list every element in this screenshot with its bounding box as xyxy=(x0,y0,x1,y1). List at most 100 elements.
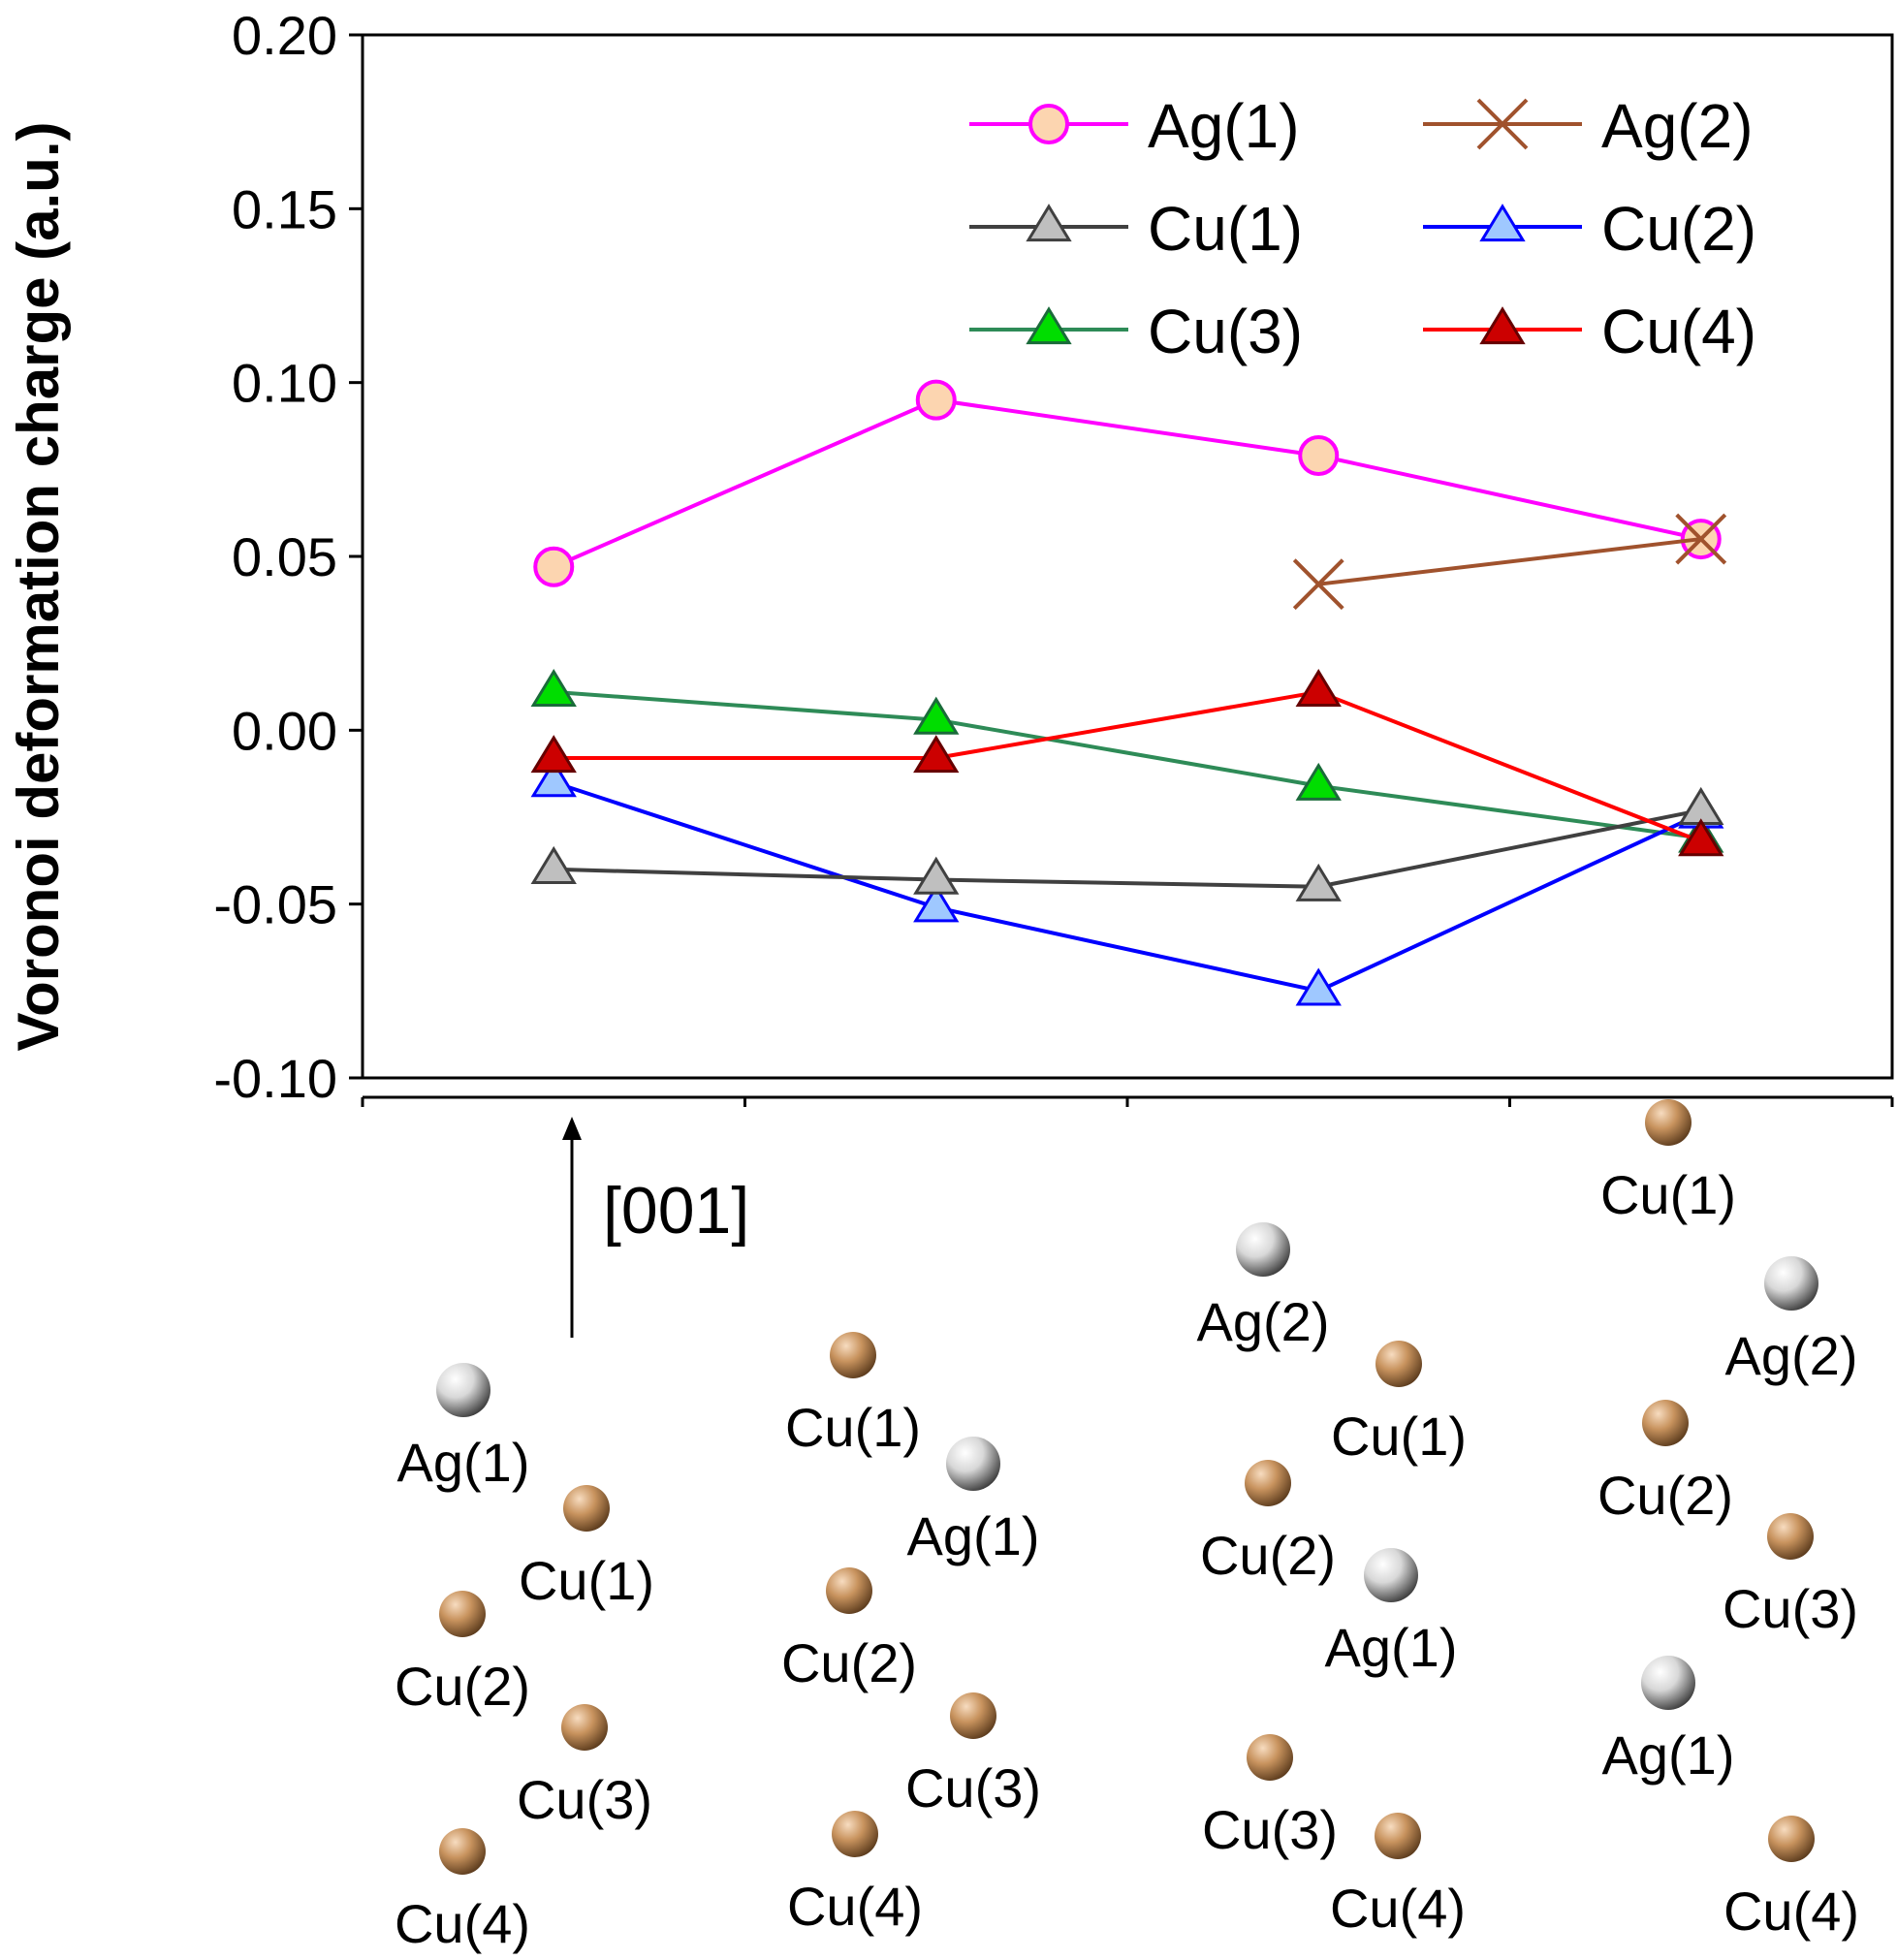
atom-label: Ag(2) xyxy=(1197,1291,1330,1352)
structure-3: Ag(2)Cu(1) Cu(2) Ag(1) Cu(3) Cu(4) xyxy=(1197,1222,1467,1939)
structure-1: Ag(1) Cu(1) Cu(2) Cu(3) Cu(4) xyxy=(395,1363,654,1954)
atom-ag1: Ag(1) xyxy=(1602,1656,1735,1786)
cu-atom-sphere xyxy=(1767,1513,1814,1560)
cu-atom-sphere xyxy=(832,1811,878,1857)
series-ag1 xyxy=(533,379,1722,587)
data-point-ag2-stroke xyxy=(1675,513,1727,565)
atom-cu2: Cu(2) xyxy=(1597,1400,1733,1526)
cu-atom-sphere xyxy=(1768,1816,1815,1862)
y-tick-label: 0.20 xyxy=(232,5,337,66)
atom-cu1: Cu(1) xyxy=(1600,1099,1736,1225)
y-tick-label: 0.00 xyxy=(232,700,337,761)
atom-label: Ag(1) xyxy=(907,1505,1040,1566)
series-line-ag2 xyxy=(1318,537,1701,586)
atom-cu2: Cu(2) xyxy=(395,1591,530,1717)
data-point-cu3 xyxy=(530,668,577,708)
legend-marker xyxy=(1026,204,1072,242)
legend-marker xyxy=(1028,104,1069,144)
atom-ag2: Ag(2) xyxy=(1197,1222,1330,1352)
direction-annotation: [001] xyxy=(562,1117,749,1338)
structure-2: Cu(1) Ag(1) Cu(2) Cu(3) Cu(4) xyxy=(781,1332,1041,1937)
atom-label: Cu(1) xyxy=(519,1550,654,1611)
legend: Ag(1) Ag(2) Cu(1) Cu(2) Cu(3) Cu(4) xyxy=(969,91,1756,366)
y-axis-label: Voronoi deformation charge (a.u.) xyxy=(6,122,71,1052)
data-point-cu1 xyxy=(1295,863,1342,901)
atom-label: Ag(1) xyxy=(1325,1617,1458,1678)
y-tick-label: 0.10 xyxy=(232,353,337,414)
legend-marker xyxy=(1479,204,1526,242)
atom-label: Cu(3) xyxy=(517,1769,652,1830)
atom-label: Cu(4) xyxy=(1723,1881,1859,1942)
atom-cu3: Cu(3) xyxy=(905,1692,1041,1818)
cu-atom-sphere xyxy=(439,1828,486,1875)
atom-cu4: Cu(4) xyxy=(1723,1816,1859,1942)
cu-atom-sphere xyxy=(1375,1341,1422,1387)
direction-label: [001] xyxy=(603,1174,749,1248)
data-point-ag2 xyxy=(1675,513,1727,565)
data-point-cu4 xyxy=(1295,668,1342,708)
legend-marker xyxy=(1479,306,1526,345)
plot-area xyxy=(361,33,1894,1080)
y-tick-label: 0.15 xyxy=(232,178,337,239)
atom-label: Cu(3) xyxy=(905,1757,1041,1818)
atom-label: Cu(2) xyxy=(781,1632,917,1693)
cu-atom-sphere xyxy=(826,1567,872,1614)
data-point-ag1 xyxy=(533,546,575,587)
atomic-structures: Ag(1) Cu(1) Cu(2) Cu(3) Cu(4) Cu(1) Ag(1) Cu(2)… xyxy=(395,1099,1859,1954)
atom-label: Cu(2) xyxy=(395,1656,530,1717)
atom-label: Ag(1) xyxy=(1602,1724,1735,1786)
ag-atom-sphere xyxy=(436,1363,490,1417)
atom-cu4: Cu(4) xyxy=(787,1811,923,1937)
data-point-cu3 xyxy=(1295,762,1342,801)
data-point-cu4 xyxy=(913,735,960,774)
atom-cu1: Cu(1) xyxy=(519,1485,654,1611)
cu-atom-sphere xyxy=(439,1591,486,1637)
y-tick-label: -0.05 xyxy=(213,874,337,935)
legend-item-cu3: Cu(3) xyxy=(969,297,1303,366)
atom-cu2: Cu(2) xyxy=(781,1567,917,1693)
atom-cu1: Cu(1) xyxy=(1331,1341,1467,1467)
legend-label: Cu(2) xyxy=(1601,194,1756,264)
legend-item-cu4: Cu(4) xyxy=(1423,297,1756,366)
y-tick-labels: 0.20 0.15 0.10 0.05 0.00 -0.05 -0.10 xyxy=(213,5,363,1109)
cu-atom-sphere xyxy=(1247,1734,1293,1781)
ag-atom-sphere xyxy=(1641,1656,1695,1710)
ag-atom-sphere xyxy=(1364,1548,1418,1602)
legend-item-cu1: Cu(1) xyxy=(969,194,1303,264)
data-point-ag2-stroke xyxy=(1292,558,1344,611)
legend-label: Cu(4) xyxy=(1601,297,1756,366)
cu-atom-sphere xyxy=(950,1692,996,1739)
data-point-cu3 xyxy=(913,696,960,735)
atom-ag1: Ag(1) xyxy=(1325,1548,1458,1678)
ag-atom-sphere xyxy=(1236,1222,1290,1277)
series-cu1 xyxy=(530,786,1724,901)
data-point-ag2 xyxy=(1292,558,1344,611)
atom-cu3: Cu(3) xyxy=(517,1704,652,1830)
atom-cu1: Cu(1) xyxy=(785,1332,921,1458)
series-line-cu1 xyxy=(553,807,1702,889)
atom-label: Cu(4) xyxy=(1330,1878,1466,1939)
atom-label: Cu(2) xyxy=(1200,1525,1336,1586)
data-point-cu2 xyxy=(913,884,960,923)
cu-atom-sphere xyxy=(561,1704,608,1751)
legend-label: Ag(1) xyxy=(1148,91,1300,161)
atom-label: Ag(2) xyxy=(1725,1325,1858,1386)
atom-label: Cu(3) xyxy=(1202,1799,1338,1860)
atom-label: Cu(1) xyxy=(1600,1164,1736,1225)
atom-label: Cu(3) xyxy=(1723,1578,1858,1639)
y-tick-label: -0.10 xyxy=(213,1048,337,1109)
atom-cu2: Cu(2) xyxy=(1200,1460,1336,1586)
legend-label: Cu(1) xyxy=(1148,194,1303,264)
series-line-cu3 xyxy=(553,689,1702,840)
x-axis xyxy=(361,1095,1894,1107)
atom-label: Cu(1) xyxy=(1331,1406,1467,1467)
data-point-ag1 xyxy=(915,379,957,421)
atom-ag2: Ag(2) xyxy=(1725,1256,1858,1386)
series-cu3 xyxy=(530,668,1724,853)
ag-atom-sphere xyxy=(1764,1256,1818,1311)
series-cu4 xyxy=(530,668,1724,857)
series-line-cu2 xyxy=(553,780,1702,994)
series-ag2 xyxy=(1292,513,1727,611)
